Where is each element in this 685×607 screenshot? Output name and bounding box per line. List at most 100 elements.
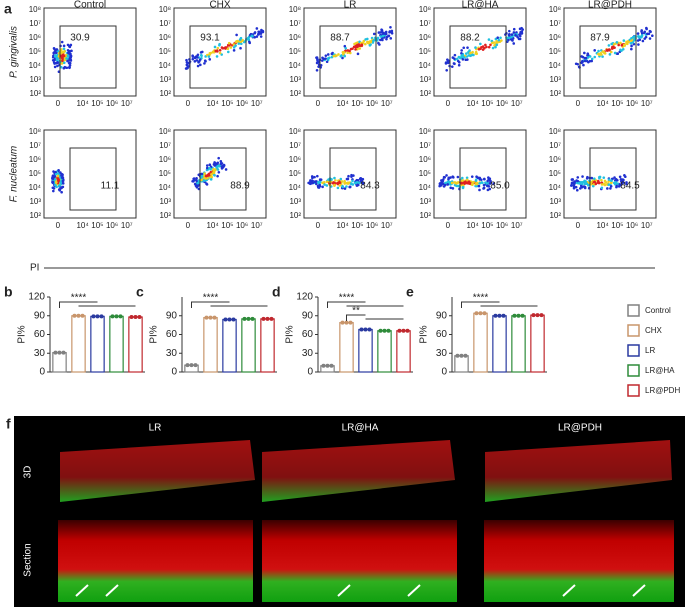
- event-dot: [197, 183, 200, 187]
- event-dot: [337, 53, 340, 56]
- gate: [459, 147, 507, 211]
- event-dot: [449, 176, 452, 179]
- gate: [189, 25, 247, 89]
- event-dot: [59, 65, 63, 69]
- event-dot: [185, 63, 189, 67]
- event-dot: [325, 180, 329, 184]
- event-dot: [60, 190, 63, 194]
- event-dot: [205, 166, 209, 170]
- event-dot: [451, 56, 455, 59]
- event-dot: [257, 30, 260, 34]
- event-dot: [200, 172, 204, 176]
- event-dot: [604, 181, 608, 184]
- event-dot: [610, 179, 613, 182]
- plot-frame: [563, 7, 657, 97]
- event-dot: [220, 167, 224, 170]
- event-dot: [617, 185, 621, 188]
- y-tick-label: 0: [39, 367, 45, 378]
- event-dot: [361, 177, 365, 181]
- replicate-dot: [463, 353, 468, 358]
- replicate-dot: [185, 363, 190, 368]
- event-dot: [319, 63, 323, 67]
- event-dot: [580, 184, 583, 188]
- event-dot: [489, 179, 492, 183]
- replicate-dot: [478, 311, 483, 316]
- event-dot: [570, 181, 574, 185]
- y-tick-label: 10²: [159, 211, 171, 220]
- event-dot: [581, 175, 584, 178]
- event-dot: [441, 182, 445, 185]
- event-dot: [212, 169, 215, 172]
- event-dot: [387, 34, 390, 38]
- event-dot: [609, 187, 612, 190]
- event-dot: [56, 174, 60, 178]
- event-dot: [616, 178, 619, 182]
- event-dot: [191, 54, 194, 58]
- event-dot: [200, 175, 204, 178]
- event-dot: [325, 184, 329, 187]
- event-dot: [457, 61, 461, 64]
- event-dot: [61, 53, 65, 56]
- y-tick-label: 10⁵: [289, 47, 301, 56]
- y-tick-label: 10⁶: [289, 33, 301, 42]
- event-dot: [217, 170, 221, 174]
- event-dot: [478, 182, 482, 185]
- row-label: Section: [23, 543, 34, 576]
- replicate-dot: [76, 313, 81, 318]
- y-axis-label: PI%: [149, 325, 160, 343]
- y-tick-label: 120: [296, 292, 313, 303]
- event-dot: [69, 55, 72, 59]
- x-tick-label: 0: [186, 221, 191, 230]
- y-tick-label: 10⁶: [29, 155, 41, 164]
- event-dot: [232, 49, 236, 52]
- replicate-dot: [72, 313, 77, 318]
- replicate-dot: [512, 313, 517, 318]
- event-dot: [326, 58, 330, 62]
- event-dot: [587, 184, 590, 187]
- gate-value: 88.7: [330, 33, 350, 44]
- event-dot: [331, 181, 335, 185]
- event-dot: [216, 161, 220, 165]
- replicate-dot: [189, 363, 194, 368]
- y-tick-label: 10⁴: [289, 183, 302, 192]
- plot-frame: [173, 7, 267, 97]
- event-dot: [197, 173, 201, 177]
- event-dot: [220, 46, 224, 49]
- event-dot: [607, 44, 611, 47]
- event-dot: [227, 41, 231, 45]
- event-dot: [631, 35, 635, 39]
- event-dot: [610, 45, 614, 49]
- replicate-dot: [501, 313, 506, 318]
- event-dot: [210, 173, 213, 176]
- panel-letter: a: [4, 1, 12, 17]
- event-dot: [600, 186, 604, 190]
- y-tick-label: 30: [436, 348, 448, 359]
- y-tick-label: 10⁴: [419, 61, 432, 70]
- event-dot: [643, 30, 647, 34]
- replicate-dot: [61, 350, 66, 355]
- y-tick-label: 10⁶: [419, 33, 431, 42]
- event-dot: [597, 181, 600, 185]
- x-tick-label: 10⁷: [381, 99, 393, 108]
- event-dot: [484, 43, 487, 47]
- event-dot: [590, 57, 594, 61]
- event-dot: [468, 49, 471, 52]
- event-dot: [226, 47, 230, 51]
- replicate-dot: [321, 363, 326, 368]
- column-label: LR@HA: [462, 0, 499, 11]
- y-tick-label: 10⁴: [159, 61, 172, 70]
- y-tick-label: 30: [166, 348, 178, 359]
- event-dot: [68, 65, 71, 69]
- event-dot: [483, 177, 486, 181]
- legend-label: Control: [645, 306, 671, 315]
- gate-value: 84.3: [360, 181, 380, 192]
- event-dot: [54, 183, 57, 187]
- y-tick-label: 90: [302, 310, 314, 321]
- event-dot: [238, 40, 241, 43]
- event-dot: [610, 42, 613, 46]
- event-dot: [250, 34, 254, 38]
- event-dot: [222, 163, 226, 167]
- event-dot: [443, 176, 446, 179]
- x-tick-label: 10⁷: [381, 221, 393, 230]
- arrow: [632, 584, 646, 597]
